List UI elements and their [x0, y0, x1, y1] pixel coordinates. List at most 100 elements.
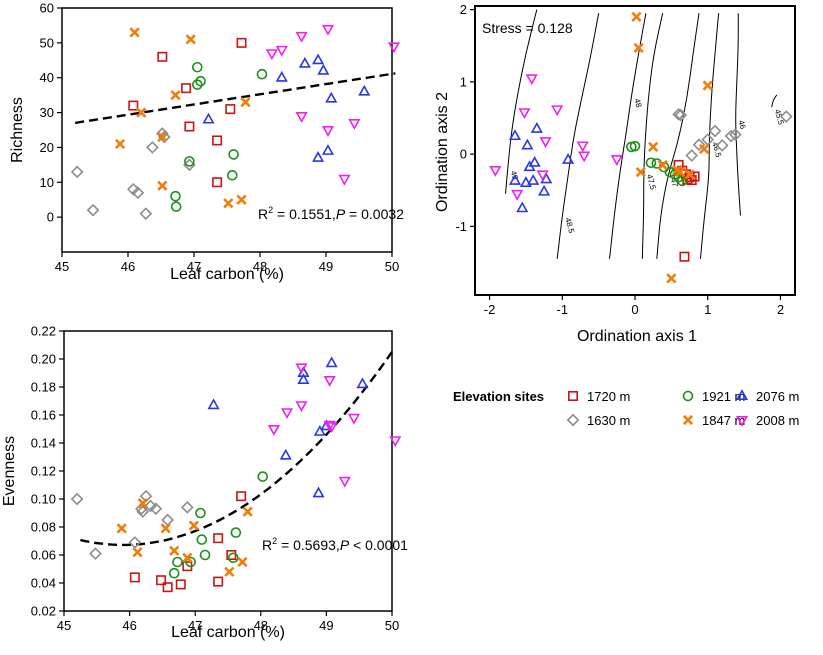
y-tick-label: 40 [40, 70, 54, 85]
y-tick-label: 0.04 [31, 576, 56, 591]
contour-label: 48 [632, 98, 643, 109]
x-tick-label: -1 [556, 302, 568, 317]
legend-label: 2076 m [756, 389, 799, 404]
data-point [136, 107, 147, 118]
contour-line [505, 9, 538, 194]
data-point [679, 251, 690, 262]
data-point [170, 90, 181, 101]
data-point [172, 556, 183, 568]
contour-label: 46.5 [710, 141, 723, 159]
x-tick-label: 47 [188, 618, 202, 633]
data-point [129, 27, 140, 38]
data-point [185, 34, 196, 45]
data-point [321, 126, 335, 137]
data-point [275, 45, 288, 57]
x-tick-label: 2 [777, 302, 784, 317]
data-point [131, 186, 145, 200]
y-tick-label: -1 [455, 219, 467, 234]
data-point [280, 408, 294, 420]
data-point [213, 576, 224, 587]
data-point [657, 159, 668, 171]
contour-line [609, 13, 647, 259]
legend-label: 1720 m [587, 389, 630, 404]
data-point [295, 363, 308, 375]
richness-x-axis-label: Leaf carbon (%) [170, 266, 284, 283]
data-point [672, 108, 685, 121]
y-tick-label: 0.18 [31, 380, 56, 395]
y-tick-label: 0.22 [31, 324, 56, 339]
data-point [527, 174, 540, 185]
data-point [562, 153, 575, 164]
data-point [161, 513, 174, 527]
data-point [149, 502, 163, 516]
data-point [185, 556, 196, 568]
ordination-axis-ticks: -2 -1 0 1 2 -1 0 1 2 [455, 2, 784, 317]
contour-label: 45.5 [773, 108, 786, 126]
data-point [192, 61, 203, 73]
data-point [724, 129, 738, 143]
contour-line [735, 13, 741, 216]
data-point [708, 124, 722, 138]
data-point [196, 534, 208, 545]
data-point [267, 424, 280, 436]
data-point [184, 156, 195, 167]
data-point [116, 523, 127, 534]
data-point [356, 377, 369, 389]
data-point [265, 49, 278, 61]
x-tick-label: -2 [484, 302, 496, 317]
data-point [132, 547, 143, 558]
data-point [516, 201, 529, 213]
data-point [70, 492, 84, 506]
evenness-panel: 45 46 47 48 49 50 0.02 0.04 0.06 0.08 0.10 0.12 0.14… [1, 324, 408, 642]
x-tick-label: 49 [319, 618, 333, 633]
legend-label: 1847 m [702, 413, 745, 428]
data-point [180, 501, 194, 514]
x-tick-label: 46 [122, 618, 136, 633]
data-point [387, 42, 401, 54]
data-point [348, 119, 361, 130]
data-point [295, 401, 308, 413]
data-point [629, 140, 641, 152]
richness-plot-frame [61, 7, 393, 253]
x-tick-label: 47 [187, 259, 201, 274]
data-point [358, 84, 371, 96]
y-tick-label: 2 [460, 2, 467, 17]
fit-line [80, 351, 393, 547]
data-point [181, 83, 192, 94]
y-tick-label: 0.08 [31, 520, 56, 535]
evenness-points [70, 356, 402, 593]
y-tick-label: 50 [40, 35, 54, 50]
data-point [275, 70, 288, 82]
data-point [70, 165, 84, 179]
data-point [195, 507, 206, 519]
ordination-points [489, 11, 793, 284]
data-point [297, 373, 310, 385]
legend-marker [682, 390, 694, 402]
data-point [230, 527, 242, 538]
x-tick-label: 46 [121, 259, 135, 274]
x-tick-label: 48 [253, 259, 267, 274]
data-point [295, 112, 308, 123]
contour-line [771, 94, 778, 108]
legend-marker [735, 389, 749, 401]
data-point [698, 143, 710, 155]
data-point [648, 141, 659, 153]
evenness-y-axis-label: Evenness [1, 436, 18, 506]
data-point [645, 157, 657, 169]
data-point [256, 68, 268, 80]
data-point [207, 398, 220, 410]
data-point [129, 572, 140, 583]
data-point [228, 149, 239, 160]
data-point [195, 75, 206, 87]
data-point [489, 166, 502, 177]
data-point [170, 190, 181, 202]
data-point [729, 128, 742, 141]
data-point [157, 180, 168, 191]
data-point [528, 155, 541, 167]
legend-marker [566, 413, 580, 427]
data-point [779, 110, 793, 123]
data-point [684, 169, 695, 180]
